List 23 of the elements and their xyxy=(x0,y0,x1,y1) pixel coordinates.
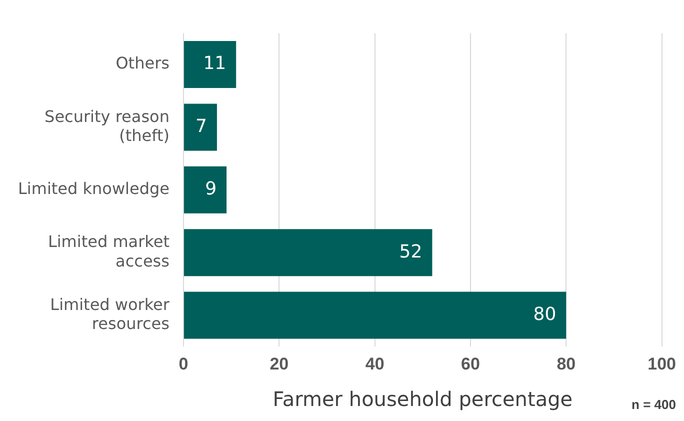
x-tick-label: 40 xyxy=(365,354,384,374)
data-label: 52 xyxy=(399,241,422,262)
bar xyxy=(184,292,566,339)
bar xyxy=(184,229,432,276)
x-tick-label: 20 xyxy=(270,354,289,374)
data-label: 80 xyxy=(533,304,556,325)
y-tick-label: Limited knowledge xyxy=(18,179,170,198)
bar xyxy=(184,41,236,88)
bar xyxy=(184,104,217,151)
x-tick-label: 0 xyxy=(178,354,188,374)
y-tick-label: Security reason (theft) xyxy=(44,106,170,145)
data-label: 9 xyxy=(205,178,217,200)
data-label: 11 xyxy=(203,53,226,74)
x-axis-title: Farmer household percentage xyxy=(272,387,573,412)
y-tick-label: Limited worker resources xyxy=(50,294,170,334)
text: n = 400 xyxy=(632,397,676,412)
x-tick-label: 100 xyxy=(648,354,676,374)
y-tick-label: Limited market access xyxy=(48,232,170,270)
data-label: 7 xyxy=(196,116,207,137)
x-tick-label: 60 xyxy=(461,354,480,374)
bar xyxy=(184,166,227,214)
y-tick-label: Others xyxy=(116,54,170,73)
x-tick-label: 80 xyxy=(556,354,576,374)
